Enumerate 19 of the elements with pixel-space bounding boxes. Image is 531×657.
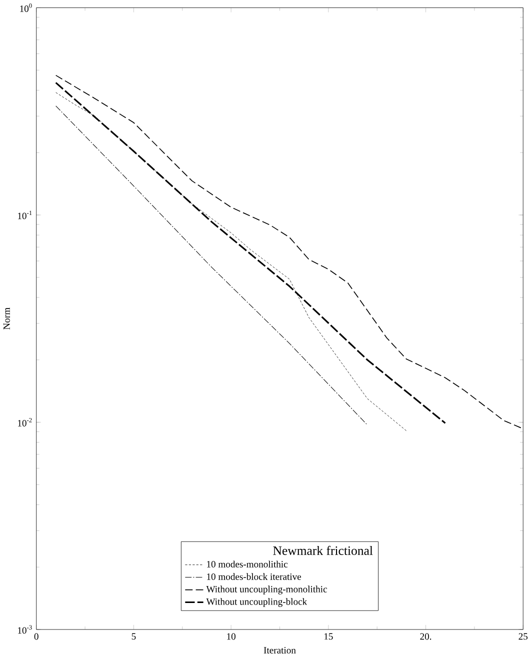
y-tick-label: 10$^{0}$ — [20, 4, 32, 12]
legend-label: Without uncoupling-block — [206, 598, 307, 607]
y-tick-label: 10$^{-1}$ — [18, 210, 32, 220]
x-tick-label: 25 — [518, 633, 528, 640]
y-tick-label: 10$^{-3}$ — [18, 625, 32, 634]
y-tick-label: 10$^{-2}$ — [18, 418, 32, 426]
x-tick-label: 15 — [324, 633, 333, 640]
x-tick-label: 10 — [226, 633, 236, 640]
legend-label: 10 modes-monolithic — [206, 560, 288, 568]
legend-title: Newmark frictional — [272, 546, 373, 555]
y-axis-title: Norm — [3, 308, 10, 330]
line-series — [55, 106, 368, 426]
legend-label: 10 modes-block iterative — [206, 573, 301, 580]
x-tick-label: 20. — [420, 633, 431, 640]
legend-label: Without uncoupling-monolithic — [206, 586, 327, 594]
x-tick-label: 0 — [34, 633, 38, 640]
line-series — [55, 74, 523, 430]
x-tick-label: 5 — [132, 633, 136, 640]
x-axis-title: Iteration — [264, 647, 296, 654]
